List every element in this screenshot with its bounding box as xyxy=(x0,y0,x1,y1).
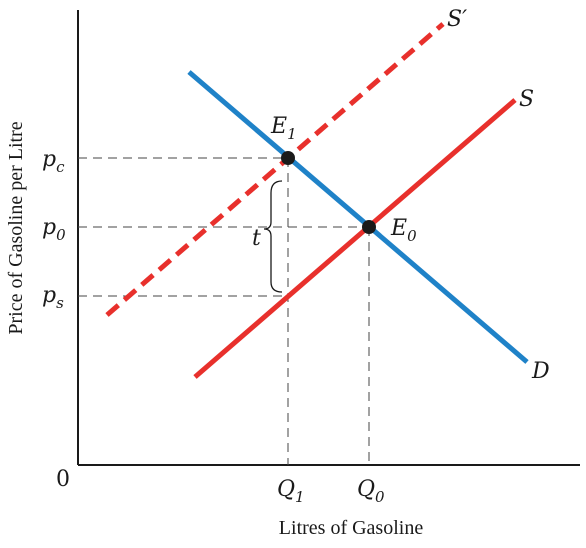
equilibrium-point-e1 xyxy=(281,151,295,165)
guide-lines xyxy=(78,157,370,465)
tax-brace xyxy=(263,180,283,293)
x-axis-title: Litres of Gasoline xyxy=(279,517,424,539)
supply-curve xyxy=(193,98,517,379)
price-label-p0: p0 xyxy=(42,215,66,244)
point-label-e1: E1 xyxy=(270,114,297,143)
equilibrium-point-e0 xyxy=(362,220,376,234)
demand-curve xyxy=(187,70,529,364)
tax-label: t xyxy=(252,226,261,251)
quantity-label-q1: Q1 xyxy=(277,477,305,506)
y-axis-title: Price of Gasoline per Litre xyxy=(5,121,27,334)
curve-label-d: D xyxy=(531,359,550,384)
origin-label: 0 xyxy=(56,467,70,492)
point-label-e0: E0 xyxy=(390,216,417,245)
quantity-label-q0: Q0 xyxy=(357,477,385,506)
price-label-ps: ps xyxy=(42,283,64,312)
price-label-pc: pc xyxy=(42,147,65,176)
curve-label-s-prime: S′ xyxy=(447,7,467,32)
supply-after-tax-curve xyxy=(105,22,445,317)
curve-label-s: S xyxy=(519,87,534,112)
